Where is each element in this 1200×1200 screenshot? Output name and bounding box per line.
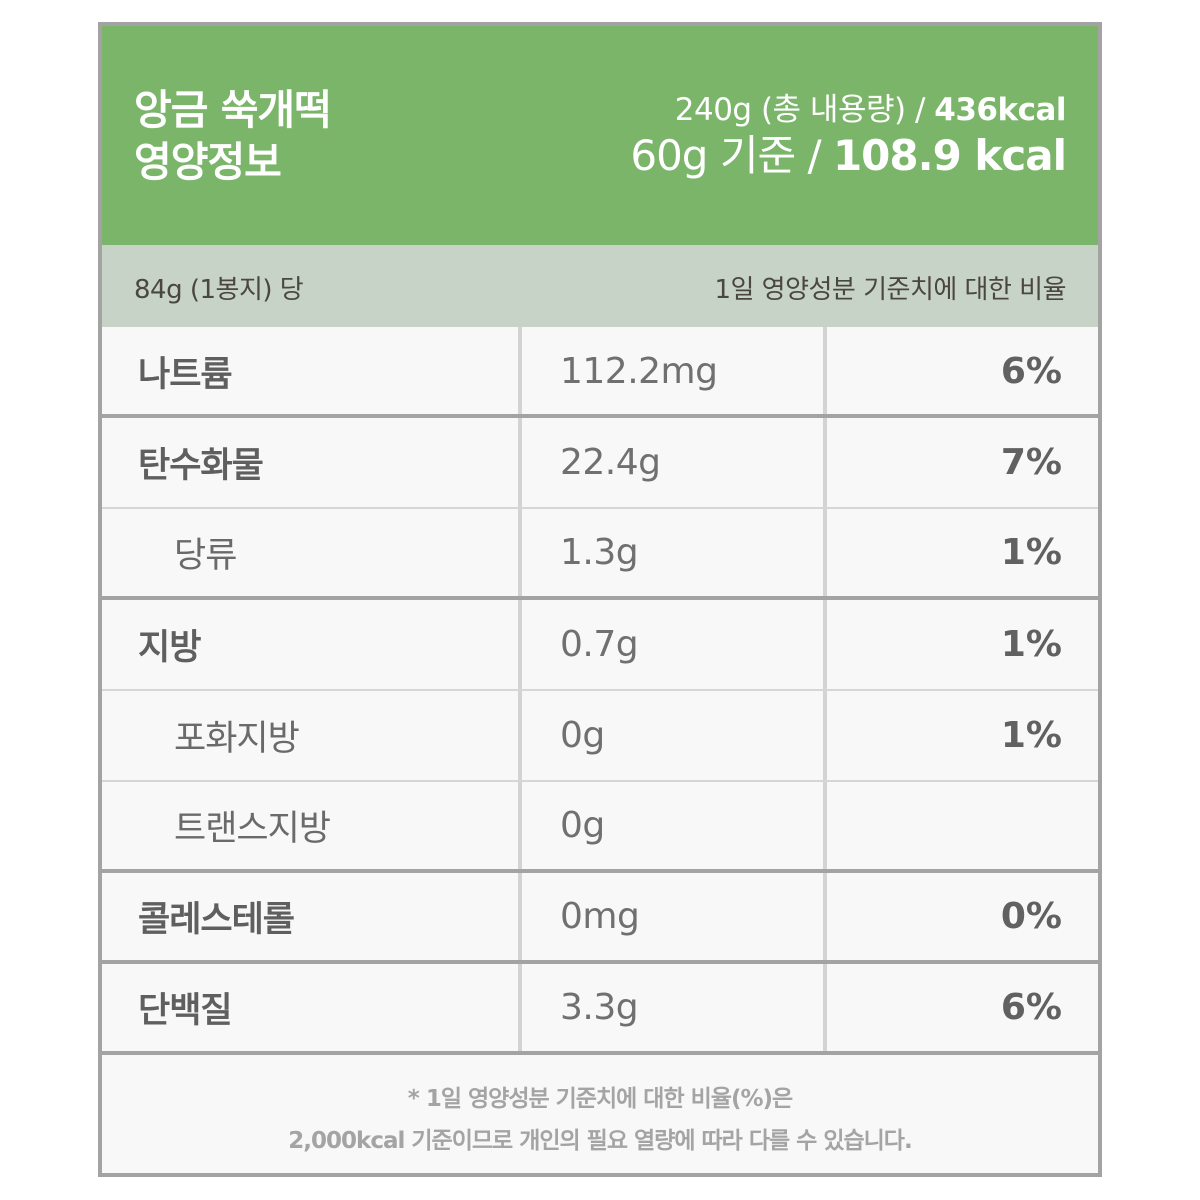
nutrient-amount: 0g xyxy=(522,782,827,869)
footnote-line-1: * 1일 영양성분 기준치에 대한 비율(%)은 xyxy=(407,1086,793,1112)
product-name: 앙금 쑥개떡 xyxy=(134,86,332,134)
nutrient-percent: 1% xyxy=(1000,532,1062,573)
nutrient-name: 지방 xyxy=(102,600,522,689)
nutrient-name: 탄수화물 xyxy=(102,418,522,507)
nutrient-amount: 0.7g xyxy=(522,600,827,689)
nutrient-amount: 0mg xyxy=(522,873,827,960)
serving-size: 84g (1봉지) 당 xyxy=(134,275,304,305)
nutrition-header: 앙금 쑥개떡 영양정보 240g (총 내용량) / 436kcal 60g 기… xyxy=(102,26,1098,245)
product-title: 앙금 쑥개떡 영양정보 xyxy=(134,84,332,188)
nutrient-name: 포화지방 xyxy=(102,691,522,780)
nutrient-percent: 7% xyxy=(1000,442,1062,483)
footnote: * 1일 영양성분 기준치에 대한 비율(%)은 2,000kcal 기준이므로… xyxy=(102,1066,1098,1173)
table-row: 지방 0.7g 1% xyxy=(102,600,1098,691)
nutrient-amount: 3.3g xyxy=(522,964,827,1051)
base-weight-label: 60g 기준 / xyxy=(630,131,833,180)
nutrient-amount: 22.4g xyxy=(522,418,827,507)
table-row: 탄수화물 22.4g 7% xyxy=(102,414,1098,509)
total-kcal-value: 436kcal xyxy=(934,92,1066,128)
total-calories: 240g (총 내용량) / 436kcal xyxy=(630,90,1067,130)
table-row: 콜레스테롤 0mg 0% xyxy=(102,873,1098,964)
table-row: 트랜스지방 0g xyxy=(102,782,1098,873)
table-row: 당류 1.3g 1% xyxy=(102,509,1098,600)
nutrient-percent: 6% xyxy=(1000,987,1062,1028)
serving-subheader: 84g (1봉지) 당 1일 영양성분 기준치에 대한 비율 xyxy=(102,245,1098,327)
nutrient-amount: 0g xyxy=(522,691,827,780)
nutrient-name: 트랜스지방 xyxy=(102,782,522,869)
nutrient-percent: 1% xyxy=(1000,624,1062,665)
nutrient-table: 나트륨 112.2mg 6% 탄수화물 22.4g 7% 당류 1.3g 1% … xyxy=(102,327,1098,1055)
table-row: 나트륨 112.2mg 6% xyxy=(102,327,1098,418)
base-kcal-value: 108.9 kcal xyxy=(832,131,1067,180)
daily-value-header: 1일 영양성분 기준치에 대한 비율 xyxy=(714,275,1066,305)
table-row: 포화지방 0g 1% xyxy=(102,691,1098,782)
nutrient-name: 나트륨 xyxy=(102,327,522,416)
nutrient-percent: 1% xyxy=(1000,715,1062,756)
table-row: 단백질 3.3g 6% xyxy=(102,964,1098,1055)
footnote-line-2: 2,000kcal 기준이므로 개인의 필요 열량에 따라 다를 수 있습니다. xyxy=(288,1128,912,1154)
nutrient-percent xyxy=(827,782,1098,869)
nutrient-percent: 0% xyxy=(1000,896,1062,937)
nutrient-percent: 6% xyxy=(1000,351,1062,392)
nutrient-name: 단백질 xyxy=(102,964,522,1051)
calorie-summary: 240g (총 내용량) / 436kcal 60g 기준 / 108.9 kc… xyxy=(630,90,1067,182)
nutrient-name: 콜레스테롤 xyxy=(102,873,522,960)
base-calories: 60g 기준 / 108.9 kcal xyxy=(630,130,1067,182)
nutrient-name: 당류 xyxy=(102,509,522,596)
nutrition-info-label: 영양정보 xyxy=(134,138,282,186)
nutrient-amount: 112.2mg xyxy=(522,327,827,416)
nutrient-amount: 1.3g xyxy=(522,509,827,596)
nutrition-facts-panel: 앙금 쑥개떡 영양정보 240g (총 내용량) / 436kcal 60g 기… xyxy=(98,22,1102,1177)
total-weight-label: 240g (총 내용량) / xyxy=(674,92,935,128)
